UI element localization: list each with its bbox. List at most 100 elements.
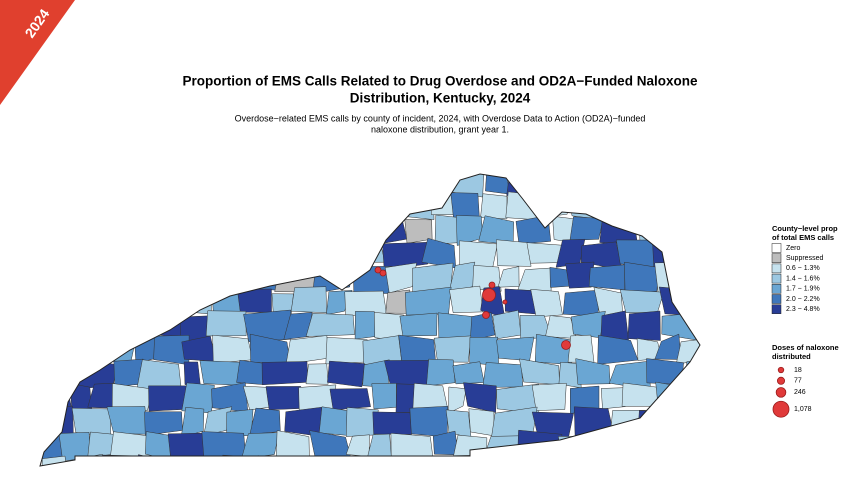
- county: [306, 219, 344, 245]
- county: [243, 261, 280, 291]
- county: [390, 432, 434, 463]
- county: [53, 334, 96, 365]
- county: [624, 261, 659, 294]
- legend-swatch: [771, 263, 782, 274]
- county: [40, 239, 58, 269]
- county: [327, 360, 365, 388]
- county: [463, 382, 497, 413]
- legend-label: 0.6 − 1.3%: [786, 265, 820, 272]
- county: [343, 214, 380, 247]
- bubble: [488, 281, 496, 289]
- county: [212, 334, 253, 364]
- county: [569, 174, 611, 199]
- county: [320, 237, 360, 265]
- county: [496, 336, 535, 362]
- county: [638, 218, 668, 242]
- county: [619, 289, 665, 314]
- county: [409, 405, 449, 438]
- county: [102, 312, 129, 340]
- legend-swatch: [771, 294, 782, 304]
- county: [674, 430, 700, 461]
- county: [147, 286, 179, 318]
- county: [375, 215, 408, 246]
- county: [695, 290, 700, 315]
- county: [85, 192, 132, 216]
- county: [328, 190, 368, 222]
- county: [125, 191, 173, 220]
- legend-swatch: [771, 284, 782, 294]
- county: [239, 174, 269, 198]
- county: [115, 243, 158, 266]
- county: [497, 266, 520, 288]
- county: [201, 431, 247, 459]
- county: [110, 431, 151, 459]
- county: [515, 215, 552, 245]
- county: [469, 336, 499, 366]
- county: [40, 193, 54, 218]
- county: [265, 386, 302, 411]
- legend-label: 77: [794, 378, 802, 385]
- county: [42, 215, 69, 239]
- subtitle: naloxone distribution, grant year 1.: [371, 124, 509, 134]
- county: [244, 217, 271, 246]
- county: [655, 381, 698, 413]
- title: Proportion of EMS Calls Related to Drug …: [183, 74, 698, 89]
- county: [356, 456, 388, 466]
- county: [257, 455, 286, 466]
- county: [530, 289, 563, 318]
- legend-swatch: [771, 304, 782, 314]
- county: [225, 193, 258, 217]
- county: [367, 174, 388, 198]
- county: [702, 412, 729, 436]
- county: [101, 288, 146, 316]
- county: [40, 382, 73, 411]
- county: [624, 430, 653, 461]
- county: [53, 189, 89, 219]
- county: [106, 406, 148, 435]
- county: [64, 216, 107, 241]
- county: [150, 174, 194, 197]
- county: [492, 309, 522, 340]
- county: [537, 174, 573, 199]
- county: [290, 286, 327, 313]
- county: [43, 174, 75, 196]
- county: [194, 174, 219, 197]
- county: [138, 454, 166, 466]
- legend-bubble: [772, 400, 790, 418]
- county: [426, 358, 456, 387]
- county: [400, 190, 435, 220]
- county: [646, 358, 684, 385]
- county: [101, 215, 140, 245]
- legend-label: 1,078: [794, 406, 812, 413]
- legend-label: 246: [794, 389, 806, 396]
- county: [169, 192, 194, 219]
- county: [41, 455, 69, 466]
- legend-bubble: [777, 366, 785, 374]
- county: [355, 240, 386, 263]
- county: [697, 310, 700, 339]
- county: [205, 310, 247, 337]
- county: [418, 456, 441, 466]
- county: [511, 457, 538, 466]
- county: [364, 194, 408, 220]
- county: [267, 174, 311, 194]
- county: [111, 174, 152, 196]
- legend-title: Doses of naloxone: [772, 343, 839, 352]
- legend-label: Zero: [786, 245, 801, 252]
- legend-swatch: [771, 243, 782, 253]
- subtitle: Overdose−related EMS calls by county of …: [235, 113, 646, 123]
- county: [562, 289, 599, 317]
- county: [325, 337, 368, 365]
- title: Distribution, Kentucky, 2024: [350, 91, 531, 106]
- state-outline: [39, 173, 701, 467]
- county: [684, 264, 700, 289]
- county: [383, 360, 430, 387]
- legend-title: County−level prop: [772, 224, 838, 233]
- county: [345, 434, 370, 457]
- county: [567, 334, 595, 363]
- county: [267, 215, 306, 244]
- county: [93, 336, 137, 362]
- county: [480, 193, 508, 220]
- county: [588, 431, 629, 462]
- county: [206, 265, 246, 295]
